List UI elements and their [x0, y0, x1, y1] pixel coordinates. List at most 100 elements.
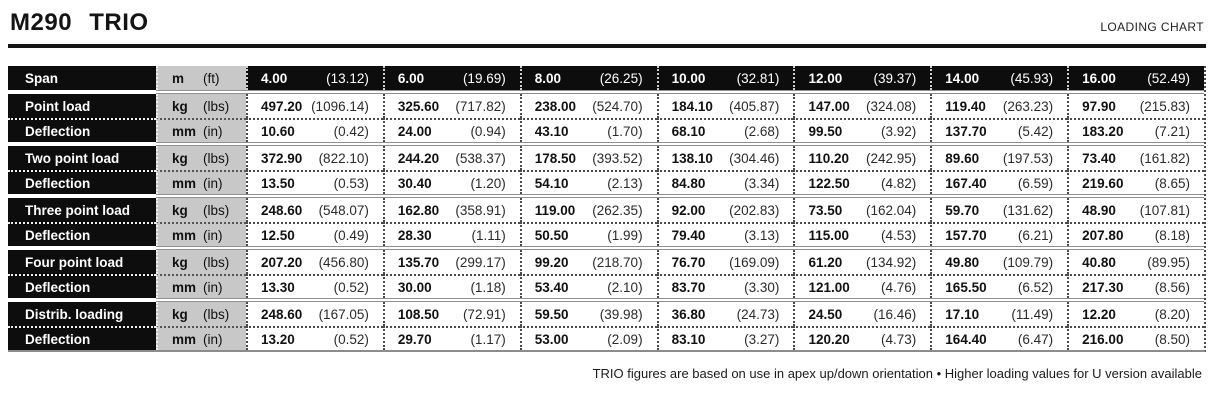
unit-imperial: (lbs) [203, 98, 230, 114]
value-imperial: (8.50) [1154, 331, 1191, 347]
data-cell: 61.20 (134.92) [793, 250, 931, 274]
value-metric: 68.10 [671, 123, 706, 139]
row-label-cell: Two point load [8, 146, 156, 170]
value-imperial: (304.46) [729, 150, 780, 166]
value-metric: 183.20 [1082, 123, 1124, 139]
unit-cell: m (ft) [156, 66, 246, 90]
table-row: Deflection mm (in) 13.30 (0.52) 30.00 (1.18) 53… [8, 274, 1205, 298]
value-metric: 10.60 [261, 123, 295, 139]
table-row: Deflection mm (in) 12.50 (0.49) 28.30 (1.11) 50… [8, 222, 1205, 246]
value-metric: 325.60 [397, 98, 440, 114]
data-cell: 178.50 (393.52) [519, 146, 657, 170]
data-cell: 83.10 (3.27) [656, 326, 794, 350]
data-cell: 16.00 (52.49) [1067, 66, 1205, 90]
row-label-cell: Three point load [8, 198, 156, 222]
table-row: Four point load kg (lbs) 207.20 (456.80) 135.… [8, 250, 1205, 274]
value-imperial: (32.81) [736, 70, 780, 86]
value-metric: 10.00 [671, 70, 706, 86]
value-imperial: (13.12) [326, 70, 369, 86]
value-imperial: (3.27) [744, 331, 780, 347]
data-cell: 10.60 (0.42) [246, 118, 383, 142]
group-separator [156, 194, 1204, 198]
loading-chart-page: M290 TRIO LOADING CHART Span m (ft) 4.00 (13… [8, 9, 1206, 381]
group-separator [156, 90, 1204, 94]
data-cell: 122.50 (4.82) [793, 170, 931, 194]
value-metric: 84.80 [671, 175, 706, 191]
unit-metric: kg [172, 202, 188, 218]
value-imperial: (134.92) [866, 254, 917, 270]
data-cell: 99.20 (218.70) [519, 250, 657, 274]
data-cell: 43.10 (1.70) [519, 118, 657, 142]
value-metric: 30.40 [397, 175, 432, 191]
value-imperial: (524.70) [592, 98, 643, 114]
unit-imperial: (in) [203, 279, 223, 295]
value-metric: 83.70 [671, 279, 706, 295]
value-imperial: (218.70) [592, 254, 643, 270]
unit-cell: kg (lbs) [156, 250, 246, 274]
value-metric: 50.50 [534, 227, 569, 243]
value-metric: 248.60 [261, 306, 303, 322]
unit-imperial: (in) [203, 123, 223, 139]
data-cell: 14.00 (45.93) [930, 66, 1068, 90]
value-imperial: (1.18) [470, 279, 506, 295]
value-imperial: (262.35) [592, 202, 643, 218]
value-imperial: (0.52) [333, 279, 369, 295]
group-separator [156, 246, 1204, 250]
value-metric: 121.00 [808, 279, 850, 295]
data-cell: 79.40 (3.13) [656, 222, 794, 246]
data-cell: 119.00 (262.35) [519, 198, 657, 222]
value-imperial: (107.81) [1139, 202, 1191, 218]
value-imperial: (72.91) [462, 306, 506, 322]
unit-imperial: (lbs) [203, 306, 230, 322]
value-imperial: (8.18) [1154, 227, 1191, 243]
value-imperial: (8.20) [1154, 306, 1191, 322]
data-cell: 207.80 (8.18) [1067, 222, 1205, 246]
value-metric: 6.00 [397, 70, 425, 86]
data-cell: 73.50 (162.04) [793, 198, 931, 222]
row-label-cell: Deflection [8, 326, 156, 350]
data-cell: 325.60 (717.82) [382, 94, 520, 118]
data-cell: 53.00 (2.09) [519, 326, 657, 350]
value-metric: 497.20 [261, 98, 303, 114]
value-metric: 89.60 [945, 150, 980, 166]
footer-note: TRIO figures are based on use in apex up… [592, 366, 1202, 381]
value-metric: 17.10 [945, 306, 980, 322]
value-metric: 8.00 [534, 70, 561, 86]
value-imperial: (4.73) [881, 331, 917, 347]
value-imperial: (538.37) [455, 150, 506, 166]
unit-metric: mm [172, 279, 197, 295]
value-metric: 138.10 [671, 150, 713, 166]
unit-cell: mm (in) [156, 326, 246, 350]
value-imperial: (263.23) [1002, 98, 1054, 114]
value-metric: 24.00 [397, 123, 432, 139]
value-metric: 184.10 [671, 98, 713, 114]
value-imperial: (45.93) [1010, 70, 1054, 86]
unit-metric: kg [172, 98, 188, 114]
value-metric: 115.00 [808, 227, 849, 243]
unit-metric: kg [172, 254, 188, 270]
value-imperial: (0.42) [333, 123, 369, 139]
page-title: M290 TRIO [10, 9, 149, 36]
data-cell: 24.00 (0.94) [382, 118, 520, 142]
group-separator [156, 142, 1204, 146]
value-metric: 108.50 [397, 306, 440, 322]
data-cell: 68.10 (2.68) [656, 118, 794, 142]
table-row: Span m (ft) 4.00 (13.12) 6.00 (19.69) 8.00 (26.2… [8, 66, 1205, 90]
data-cell: 29.70 (1.17) [382, 326, 520, 350]
table-row: Point load kg (lbs) 497.20 (1096.14) 325.60 (7… [8, 94, 1205, 118]
data-cell: 238.00 (524.70) [519, 94, 657, 118]
data-cell: 83.70 (3.30) [656, 274, 794, 298]
unit-metric: kg [172, 150, 188, 166]
value-metric: 59.70 [945, 202, 980, 218]
value-metric: 13.50 [261, 175, 295, 191]
data-cell: 137.70 (5.42) [930, 118, 1068, 142]
data-cell: 36.80 (24.73) [656, 302, 794, 326]
value-metric: 48.90 [1082, 202, 1116, 218]
unit-cell: kg (lbs) [156, 198, 246, 222]
value-imperial: (717.82) [455, 98, 506, 114]
data-cell: 165.50 (6.52) [930, 274, 1068, 298]
value-imperial: (89.95) [1147, 254, 1191, 270]
value-metric: 122.50 [808, 175, 850, 191]
unit-metric: mm [172, 123, 197, 139]
value-imperial: (167.05) [318, 306, 369, 322]
